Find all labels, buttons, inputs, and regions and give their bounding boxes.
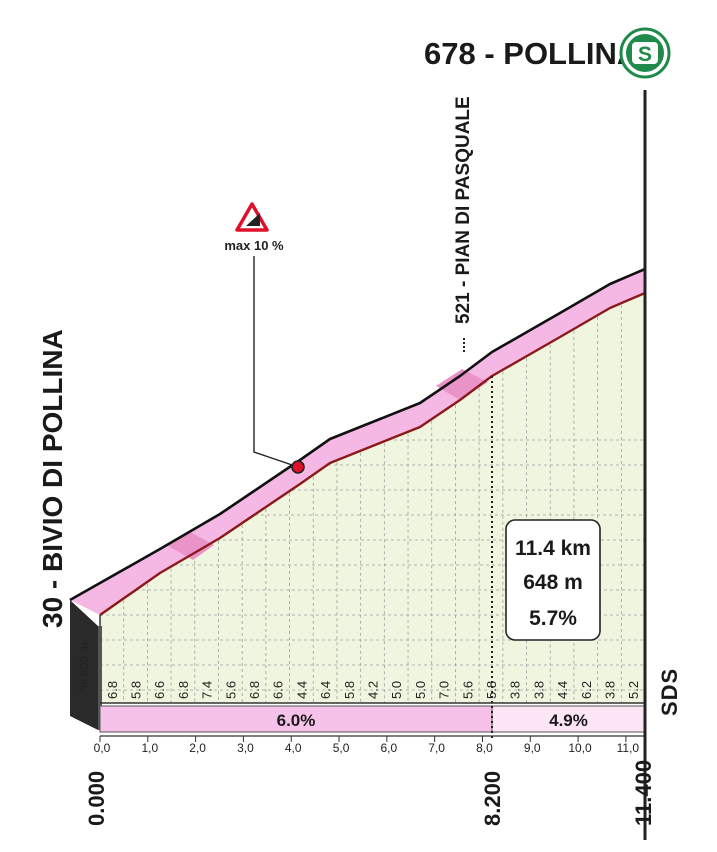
start-label: 30 - BIVIO DI POLLINA bbox=[37, 329, 68, 628]
grid bbox=[100, 305, 645, 703]
sprint-badge-S-icon: S bbox=[619, 27, 671, 79]
stats-climb: 648 m bbox=[523, 571, 583, 594]
segment-gradient-value: 5.0 bbox=[413, 681, 428, 699]
segment-gradient-value: 4.2 bbox=[366, 681, 381, 699]
x-label-start: 0.000 bbox=[84, 771, 109, 826]
km-tick-label: 11,0 bbox=[617, 741, 640, 755]
max-gradient-point bbox=[291, 460, 305, 474]
x-label-end: 11.400 bbox=[631, 760, 656, 826]
km-tick-label: 5,0 bbox=[333, 741, 350, 755]
max-gradient-label: max 10 % bbox=[224, 238, 284, 253]
road-top-edge bbox=[69, 267, 646, 602]
km-axis: 0,0 1,0 2,0 3,0 4,0 5,0 6,0 7,0 8,0 9,0 10,0 11,0 bbox=[94, 736, 640, 755]
segment-gradients: 6.8 5.8 6.6 6.8 7.4 5.6 6.8 6.6 4.4 6.4 5.8 4.2 5.0 5… bbox=[100, 681, 645, 704]
stats-avg-gradient: 5.7% bbox=[529, 607, 577, 630]
segment-gradient-value: 6.8 bbox=[176, 681, 191, 699]
road-bottom-edge bbox=[99, 291, 646, 616]
segment-gradient-value: 3.8 bbox=[602, 681, 617, 699]
stats-box: 11.4 km 648 m 5.7% bbox=[505, 519, 601, 641]
km-tick-label: 10,0 bbox=[568, 741, 592, 755]
segment-gradient-value: 5.6 bbox=[460, 681, 475, 699]
segment-gradient-value: 3.8 bbox=[508, 681, 523, 699]
segment-gradient-value: 5.8 bbox=[129, 681, 144, 699]
segment-gradient-value: 6.8 bbox=[247, 681, 262, 699]
stats-distance: 11.4 km bbox=[515, 537, 591, 560]
badge-letter: S bbox=[638, 43, 652, 66]
segment-gradient-value: 6.4 bbox=[318, 681, 333, 699]
max-gradient-leader bbox=[253, 256, 299, 468]
start-wall-face bbox=[98, 626, 102, 730]
road-band-fill bbox=[70, 269, 645, 615]
km-tick-label: 9,0 bbox=[524, 741, 541, 755]
km-tick-label: 1,0 bbox=[141, 741, 158, 755]
summary-gradient-label: 4.9% bbox=[549, 711, 588, 730]
segment-gradient-value: 6.8 bbox=[105, 681, 120, 699]
brand-logo: SDS bbox=[657, 668, 682, 716]
segment-gradient-value: 6.6 bbox=[271, 681, 286, 699]
summary-bar: 6.0% 4.9% bbox=[99, 705, 646, 733]
segment-gradient-value: 5.8 bbox=[342, 681, 357, 699]
km-tick-label: 4,0 bbox=[285, 741, 302, 755]
intermediate-label: 521 - PIAN DI PASQUALE bbox=[453, 96, 474, 324]
segment-gradient-value: 7.0 bbox=[437, 681, 452, 699]
road-band-steep bbox=[436, 369, 488, 400]
x-label-8200: 8.200 bbox=[480, 771, 505, 826]
steep-slope-warning-icon bbox=[235, 202, 269, 232]
road-band bbox=[69, 267, 646, 703]
profile-area bbox=[100, 293, 645, 703]
start-wall bbox=[70, 600, 98, 730]
profile-fill bbox=[100, 293, 645, 703]
segment-gradient-value: 4.4 bbox=[294, 681, 309, 699]
segment-gradient-value: 3.8 bbox=[531, 681, 546, 699]
summit-label: 678 - POLLINA bbox=[424, 36, 639, 71]
summary-gradient-label: 6.0% bbox=[277, 711, 316, 730]
segment-gradient-value: 6.2 bbox=[579, 681, 594, 699]
km-tick-label: 3,0 bbox=[237, 741, 254, 755]
km-tick-label: 8,0 bbox=[476, 741, 493, 755]
km-tick-label: 7,0 bbox=[428, 741, 445, 755]
segment-gradient-value: 6.6 bbox=[152, 681, 167, 699]
km-tick-label: 0,0 bbox=[94, 741, 111, 755]
km-tick-label: 6,0 bbox=[380, 741, 397, 755]
segment-gradient-value: 7.4 bbox=[200, 681, 215, 699]
segment-gradient-value: 5.8 bbox=[484, 681, 499, 699]
segment-gradient-value: 5.2 bbox=[626, 681, 641, 699]
km-tick-label: 2,0 bbox=[189, 741, 206, 755]
scale-note: % 500 m bbox=[77, 643, 91, 690]
segment-gradient-value: 5.0 bbox=[389, 681, 404, 699]
segment-gradient-value: 5.6 bbox=[223, 681, 238, 699]
segment-gradient-value: 4.4 bbox=[555, 681, 570, 699]
